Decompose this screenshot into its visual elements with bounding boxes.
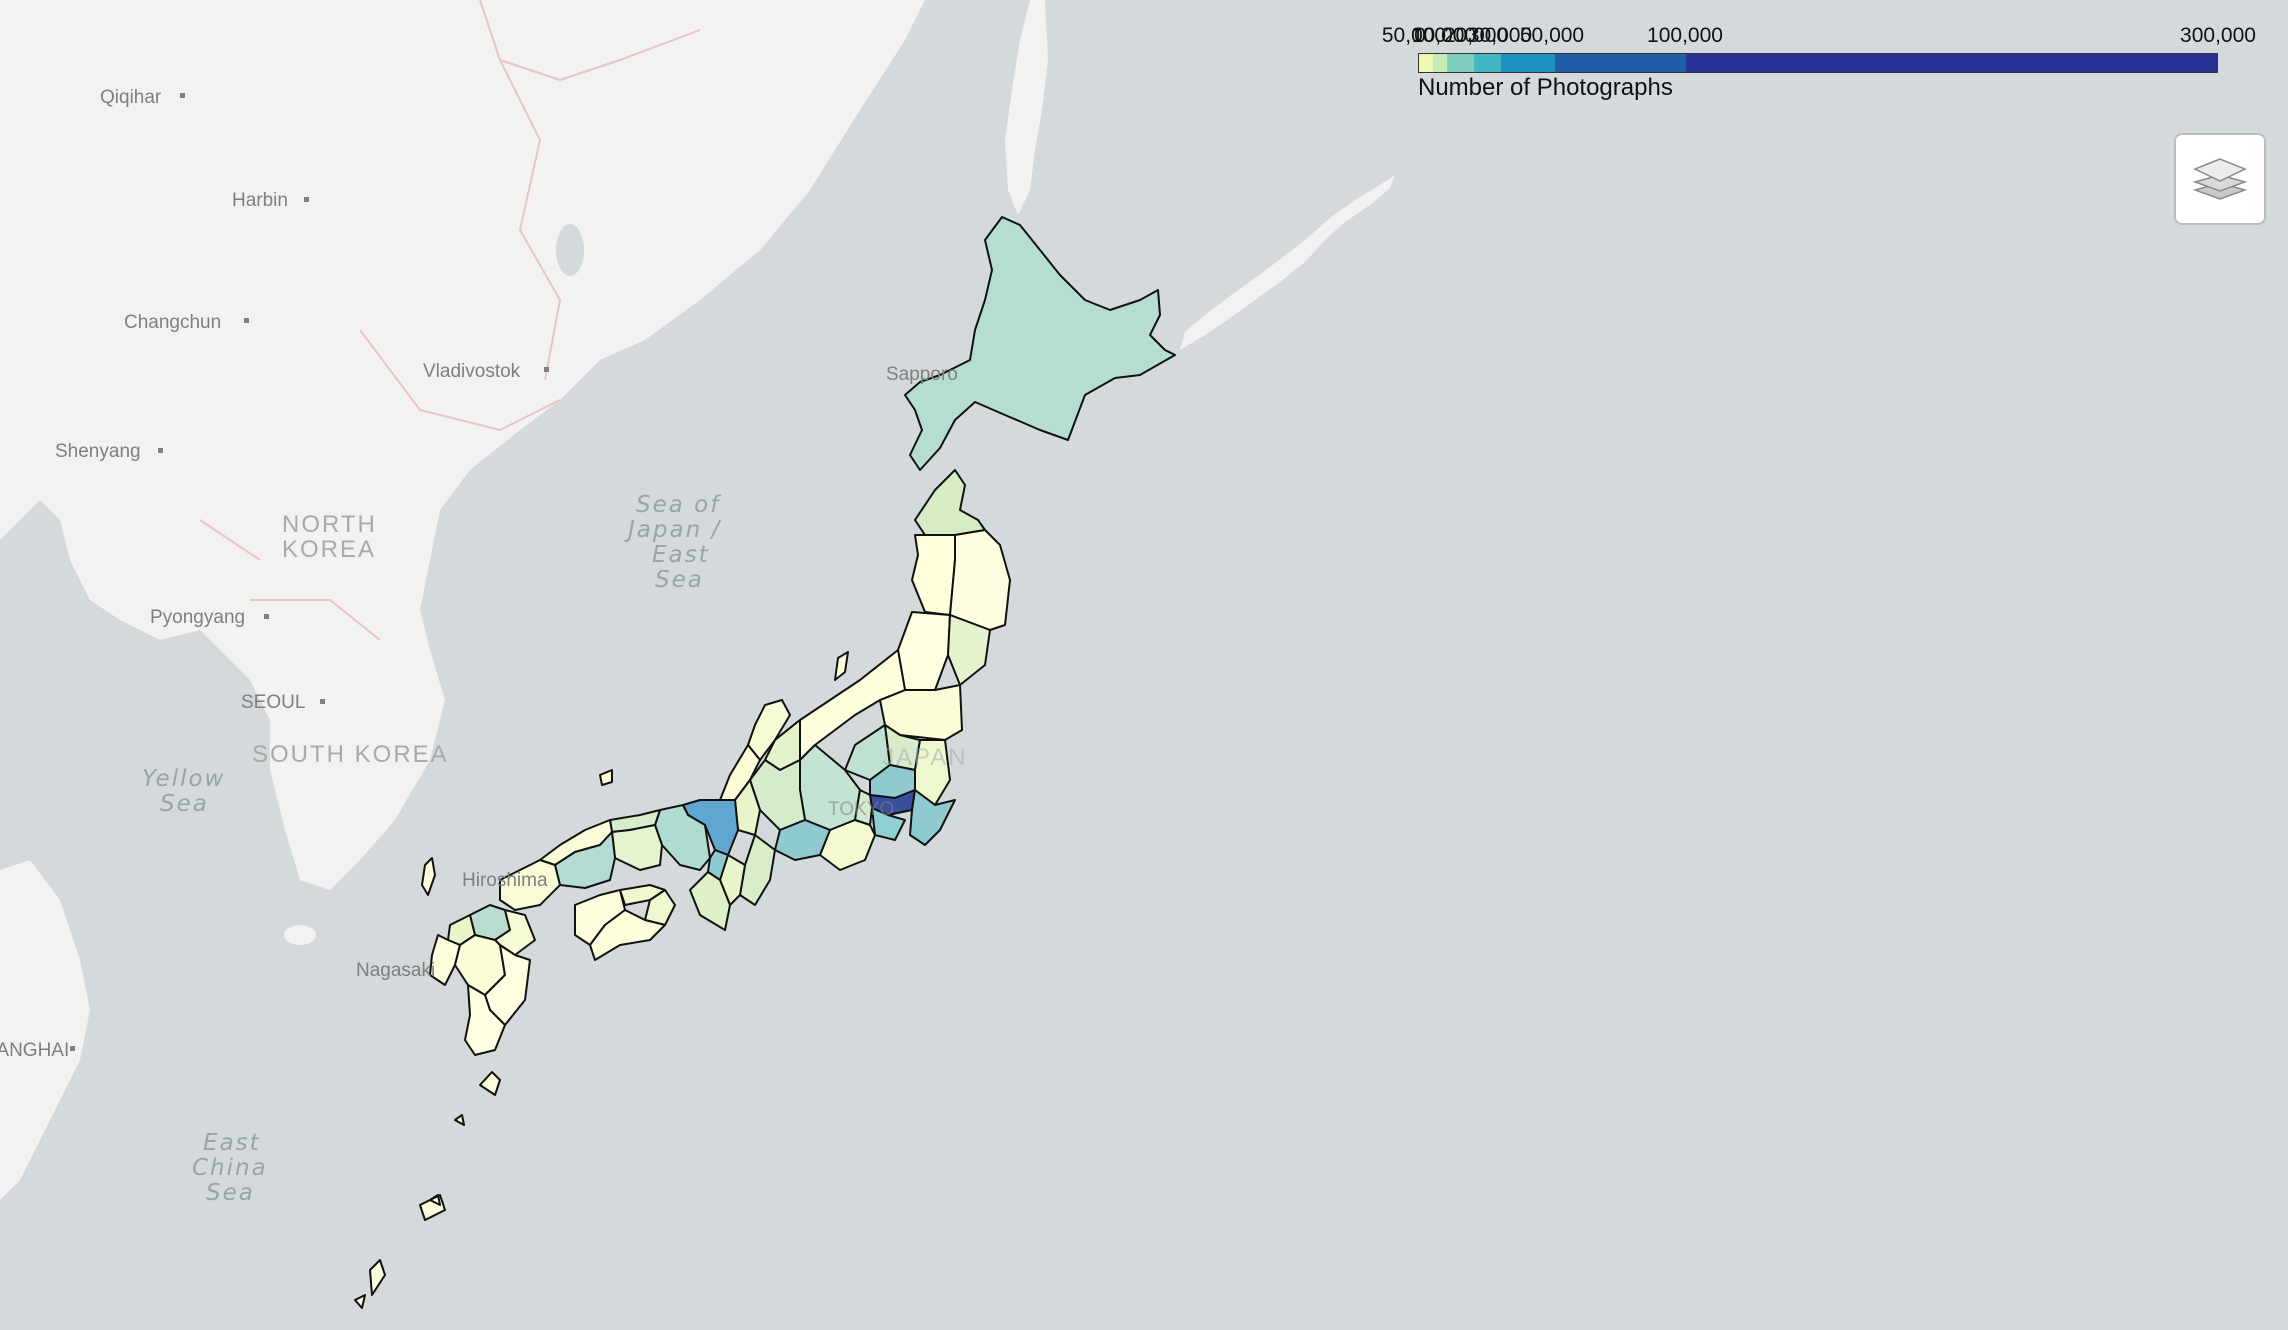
- label-yellow-sea-1: Yellow: [142, 766, 225, 792]
- prefecture-aomori[interactable]: [914, 469, 986, 536]
- label-yellow-sea-2: Sea: [160, 791, 209, 817]
- prefecture-shizuoka[interactable]: [819, 819, 876, 871]
- label-east-china-sea-2: China: [192, 1155, 268, 1181]
- prefecture-hokkaido[interactable]: [904, 216, 1176, 471]
- prefecture-hiroshima[interactable]: [554, 831, 616, 889]
- legend-color-bar: [1418, 53, 2218, 73]
- label-harbin: Harbin: [232, 190, 288, 211]
- label-shenyang: Shenyang: [55, 441, 141, 462]
- prefecture-miyagi[interactable]: [947, 614, 991, 686]
- prefecture-nagasaki[interactable]: [429, 934, 461, 986]
- legend-swatch: [1446, 54, 1474, 72]
- prefecture-kanagawa[interactable]: [871, 807, 906, 841]
- legend-tick: 20,000: [1443, 24, 1509, 47]
- jeju-island: [284, 925, 316, 945]
- legend-tick: 50,000: [1381, 24, 1447, 47]
- label-sapporo: Sapporo: [886, 364, 958, 385]
- label-sea-of-japan-3: East: [652, 542, 710, 568]
- island-oki[interactable]: [599, 769, 613, 786]
- legend-swatch: [1554, 54, 1687, 72]
- legend-tick: 50,000: [1519, 24, 1585, 47]
- prefecture-okayama[interactable]: [611, 824, 663, 871]
- prefecture-yamaguchi[interactable]: [499, 859, 561, 911]
- legend-tick: 100,000: [1647, 24, 1723, 47]
- prefecture-iwate[interactable]: [949, 529, 1011, 631]
- label-north-korea-2: KOREA: [282, 536, 376, 563]
- sakhalin: [1005, 0, 1048, 215]
- label-east-china-sea-3: Sea: [206, 1180, 255, 1206]
- kuril-islands: [1180, 175, 1395, 350]
- legend-tick: 30,000: [1467, 24, 1533, 47]
- legend-swatch: [1419, 54, 1433, 72]
- legend-tick: 10,000: [1411, 24, 1477, 47]
- label-shanghai: SHANGHAI: [0, 1040, 69, 1061]
- island-sado[interactable]: [834, 651, 849, 681]
- legend-swatch: [1473, 54, 1501, 72]
- map-labels: Qiqihar Harbin Changchun Vladivostok She…: [0, 87, 968, 1206]
- label-sea-of-japan-4: Sea: [655, 567, 704, 593]
- lake: [556, 224, 584, 276]
- layers-icon: [2192, 158, 2248, 200]
- legend-swatch: [1432, 54, 1447, 72]
- legend-tick: 300,000: [2180, 24, 2256, 47]
- color-legend: 50,000 0 10,000 20,000 30,000 50,000 100…: [1382, 20, 2256, 110]
- prefecture-tokushima[interactable]: [644, 889, 676, 926]
- legend-title: Number of Photographs: [1418, 74, 1673, 101]
- label-north-korea-1: NORTH: [282, 511, 377, 538]
- prefecture-kagoshima[interactable]: [464, 984, 506, 1056]
- islands-okinawa[interactable]: [354, 1071, 501, 1309]
- label-changchun: Changchun: [124, 312, 221, 333]
- japan-prefectures: [354, 216, 1176, 1309]
- legend-tick: 0: [1414, 24, 1426, 47]
- label-pyongyang: Pyongyang: [150, 607, 245, 628]
- label-nagasaki: Nagasaki: [356, 960, 435, 981]
- prefecture-wakayama[interactable]: [689, 871, 731, 931]
- label-seoul: SEOUL: [241, 692, 305, 713]
- mainland-asia: [0, 0, 925, 890]
- label-tokyo: TOKYO: [828, 799, 894, 820]
- island-tsushima[interactable]: [421, 857, 436, 896]
- label-vladivostok: Vladivostok: [423, 361, 521, 382]
- label-east-china-sea-1: East: [203, 1130, 261, 1156]
- layer-control-button[interactable]: [2174, 133, 2266, 225]
- legend-swatch: [1686, 54, 2218, 72]
- label-qiqihar: Qiqihar: [100, 87, 162, 108]
- legend-swatch: [1500, 54, 1555, 72]
- label-south-korea: SOUTH KOREA: [252, 741, 449, 768]
- label-sea-of-japan-1: Sea of: [636, 492, 721, 518]
- country-borders: [199, 0, 701, 641]
- prefecture-chiba[interactable]: [909, 789, 956, 846]
- label-hiroshima: Hiroshima: [462, 870, 548, 891]
- prefecture-kochi[interactable]: [589, 909, 666, 961]
- label-sea-of-japan-2: Japan /: [624, 517, 721, 543]
- prefecture-ishikawa[interactable]: [747, 699, 791, 761]
- mainland-south-china: [0, 860, 90, 1200]
- label-japan: JAPAN: [882, 744, 968, 771]
